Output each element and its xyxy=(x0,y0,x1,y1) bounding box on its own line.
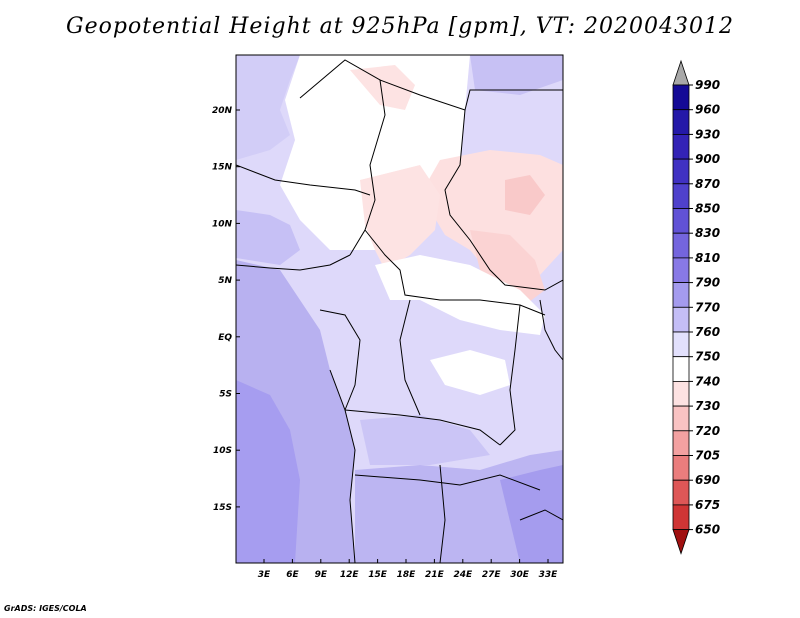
field-pink-deep xyxy=(470,230,545,305)
field-north-white xyxy=(280,55,470,250)
colorbar-label: 760 xyxy=(695,325,720,339)
lon-tick-label: 3E xyxy=(258,570,271,580)
field-west-deep xyxy=(236,380,300,563)
colorbar-label: 720 xyxy=(695,424,720,438)
lon-tick-label: 12E xyxy=(340,570,360,580)
colorbar-label: 960 xyxy=(695,103,720,117)
boundary-east xyxy=(539,299,563,361)
colorbar-label: 810 xyxy=(695,251,720,265)
colorbar-label: 705 xyxy=(695,449,720,463)
lat-tick-label: 10N xyxy=(212,219,233,229)
height-field xyxy=(236,55,563,563)
colorbar-box xyxy=(672,479,690,506)
country-boundaries xyxy=(236,59,563,563)
field-white-south xyxy=(430,350,510,395)
boundary-sudan xyxy=(444,109,563,291)
footer-credit: GrADS: IGES/COLA xyxy=(4,604,87,613)
colorbar-label: 690 xyxy=(695,473,720,487)
colorbar-box xyxy=(672,405,690,432)
field-ne-purple xyxy=(470,55,563,95)
longitude-ticks: 3E 6E 9E 12E 15E 18E 21E 24E 27E 30E 33E xyxy=(258,559,558,580)
boundary-zambia xyxy=(439,464,446,563)
colorbar-box xyxy=(672,183,690,209)
colorbar-box xyxy=(672,380,690,407)
colorbar: 990 960 930 900 870 850 830 810 790 770 760 750 740 7… xyxy=(672,59,720,555)
field-pink-north xyxy=(350,65,415,110)
field-west-mid xyxy=(236,210,300,265)
field-pink-core xyxy=(505,175,545,215)
colorbar-box xyxy=(672,109,690,135)
colorbar-box xyxy=(672,282,690,308)
colorbar-box xyxy=(672,232,690,259)
colorbar-box xyxy=(672,306,690,333)
field-south-mid xyxy=(360,415,490,465)
boundary-drc-west xyxy=(399,299,421,416)
colorbar-label: 790 xyxy=(695,276,720,290)
colorbar-box xyxy=(672,455,690,481)
colorbar-box xyxy=(672,257,690,283)
lat-tick-label: 20N xyxy=(212,106,233,116)
field-white-band xyxy=(375,255,545,335)
colorbar-label: 930 xyxy=(695,127,720,141)
colorbar-box xyxy=(672,504,690,530)
map-frame xyxy=(235,54,564,564)
boundary-chad-niger xyxy=(299,59,386,256)
lat-tick-label: 15N xyxy=(212,163,233,173)
colorbar-box xyxy=(672,133,690,160)
colorbar-box xyxy=(672,331,690,358)
boundary-gabon-congo xyxy=(319,309,361,411)
field-pink-center xyxy=(360,165,440,270)
boundary-sahel xyxy=(236,164,371,196)
colorbar-box xyxy=(672,158,690,185)
colorbar-label: 740 xyxy=(695,374,720,388)
colorbar-label: 770 xyxy=(695,300,720,314)
colorbar-label: 750 xyxy=(695,350,720,364)
lon-tick-label: 21E xyxy=(425,570,445,580)
boundary-mozambique xyxy=(519,509,563,521)
lon-tick-label: 6E xyxy=(286,570,299,580)
colorbar-box xyxy=(672,430,690,456)
boundary-coast-west xyxy=(236,254,351,271)
lon-tick-label: 18E xyxy=(397,570,417,580)
lat-tick-label: EQ xyxy=(218,333,232,343)
boundary-great-lakes xyxy=(499,304,521,446)
boundary-angola-drc xyxy=(344,409,501,446)
boundary-car xyxy=(364,229,546,316)
colorbar-box xyxy=(672,356,690,382)
lat-tick-label: 5S xyxy=(219,390,232,400)
lon-tick-label: 27E xyxy=(482,570,502,580)
lon-tick-label: 15E xyxy=(368,570,388,580)
lon-tick-label: 24E xyxy=(453,570,473,580)
colorbar-box xyxy=(672,208,690,234)
colorbar-label: 870 xyxy=(695,177,720,191)
colorbar-label: 900 xyxy=(695,152,720,166)
boundary-angola-south xyxy=(354,474,541,491)
colorbar-label: 675 xyxy=(695,498,720,512)
colorbar-label: 990 xyxy=(695,78,720,92)
chart-title: Geopotential Height at 925hPa [gpm], VT:… xyxy=(66,14,734,39)
colorbar-over-triangle xyxy=(672,59,690,86)
colorbar-label: 650 xyxy=(695,523,720,537)
lat-tick-label: 15S xyxy=(213,503,232,513)
lat-tick-label: 10S xyxy=(213,446,232,456)
coastline-angola xyxy=(329,369,356,563)
lon-tick-label: 33E xyxy=(539,570,559,580)
colorbar-label: 730 xyxy=(695,399,720,413)
lon-tick-label: 9E xyxy=(315,570,328,580)
colorbar-box xyxy=(672,84,690,111)
field-nw-band xyxy=(236,55,300,160)
field-se-deep xyxy=(500,465,563,563)
colorbar-under-triangle xyxy=(672,529,690,555)
lat-tick-label: 5N xyxy=(218,276,232,286)
lon-tick-label: 30E xyxy=(510,570,530,580)
colorbar-label: 850 xyxy=(695,202,720,216)
colorbar-label: 830 xyxy=(695,226,720,240)
latitude-ticks: 20N 15N 10N 5N EQ 5S 10S 15S xyxy=(212,106,240,513)
